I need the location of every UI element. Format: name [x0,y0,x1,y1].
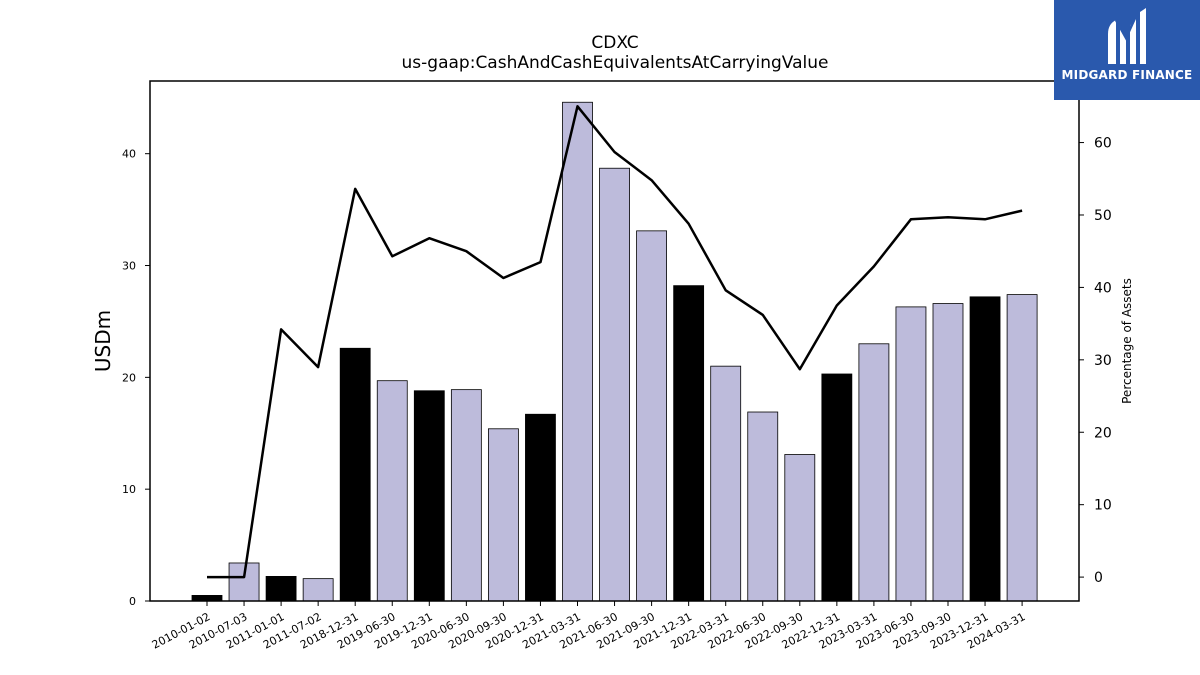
bar-2011-01-01 [265,575,297,602]
percentage-line [207,105,1023,579]
bar-2020-06-30 [450,389,482,602]
y-tick-label: 20 [122,371,136,384]
bar-2022-09-30 [784,454,816,602]
bar-2023-06-30 [895,306,927,602]
left-axis-ticks: 0 10 20 30 40 [122,148,150,608]
bar-2021-12-31 [673,285,705,602]
bar-2023-09-30 [932,303,964,602]
y2-tick-label: 40 [1094,280,1112,296]
chart-subtitle: us-gaap:CashAndCashEquivalentsAtCarrying… [402,53,829,73]
right-axis-ticks: 0 10 20 30 40 50 60 [1079,136,1112,586]
logo-text: MIDGARD FINANCE [1061,68,1193,82]
bar-2020-12-31 [525,413,556,602]
midgard-finance-logo: MIDGARD FINANCE [1054,0,1200,100]
bar-2018-12-31 [339,347,371,602]
bar-2024-03-31 [1006,294,1038,602]
y-axis-label: USDm [91,310,115,372]
bar-2022-06-30 [747,411,779,602]
y-tick-label: 40 [122,148,136,161]
y2-tick-label: 50 [1094,208,1112,224]
bar-2023-12-31 [969,296,1001,602]
y-tick-label: 0 [129,595,136,608]
y2-tick-label: 30 [1094,353,1112,369]
y-tick-label: 30 [122,260,136,273]
y2-tick-label: 20 [1094,425,1112,441]
midgard-m-logo-icon [1108,8,1146,64]
bar-2019-06-30 [376,380,408,602]
bar-2023-03-31 [858,343,890,602]
y2-tick-label: 10 [1094,498,1112,514]
bar-2010-07-03 [228,562,260,602]
bar-2010-01-02 [191,595,223,602]
bar-2020-09-30 [487,428,519,602]
y2-axis-label: Percentage of Assets [1120,278,1134,404]
bar-2011-07-02 [302,578,334,602]
bar-2022-03-31 [710,365,742,602]
bar-2021-06-30 [599,167,630,602]
bar-2022-12-31 [821,373,853,602]
bar-2021-03-31 [562,101,593,602]
bar-series [191,101,1038,602]
bar-2019-12-31 [413,390,445,602]
y2-tick-label: 0 [1094,570,1103,586]
bar-2021-09-30 [636,230,667,602]
chart-title: CDXC [591,33,638,53]
y2-tick-label: 60 [1094,136,1112,152]
x-axis-ticks: 2010-01-022010-07-032011-01-012011-07-02… [150,601,1028,652]
y-tick-label: 10 [122,483,136,496]
